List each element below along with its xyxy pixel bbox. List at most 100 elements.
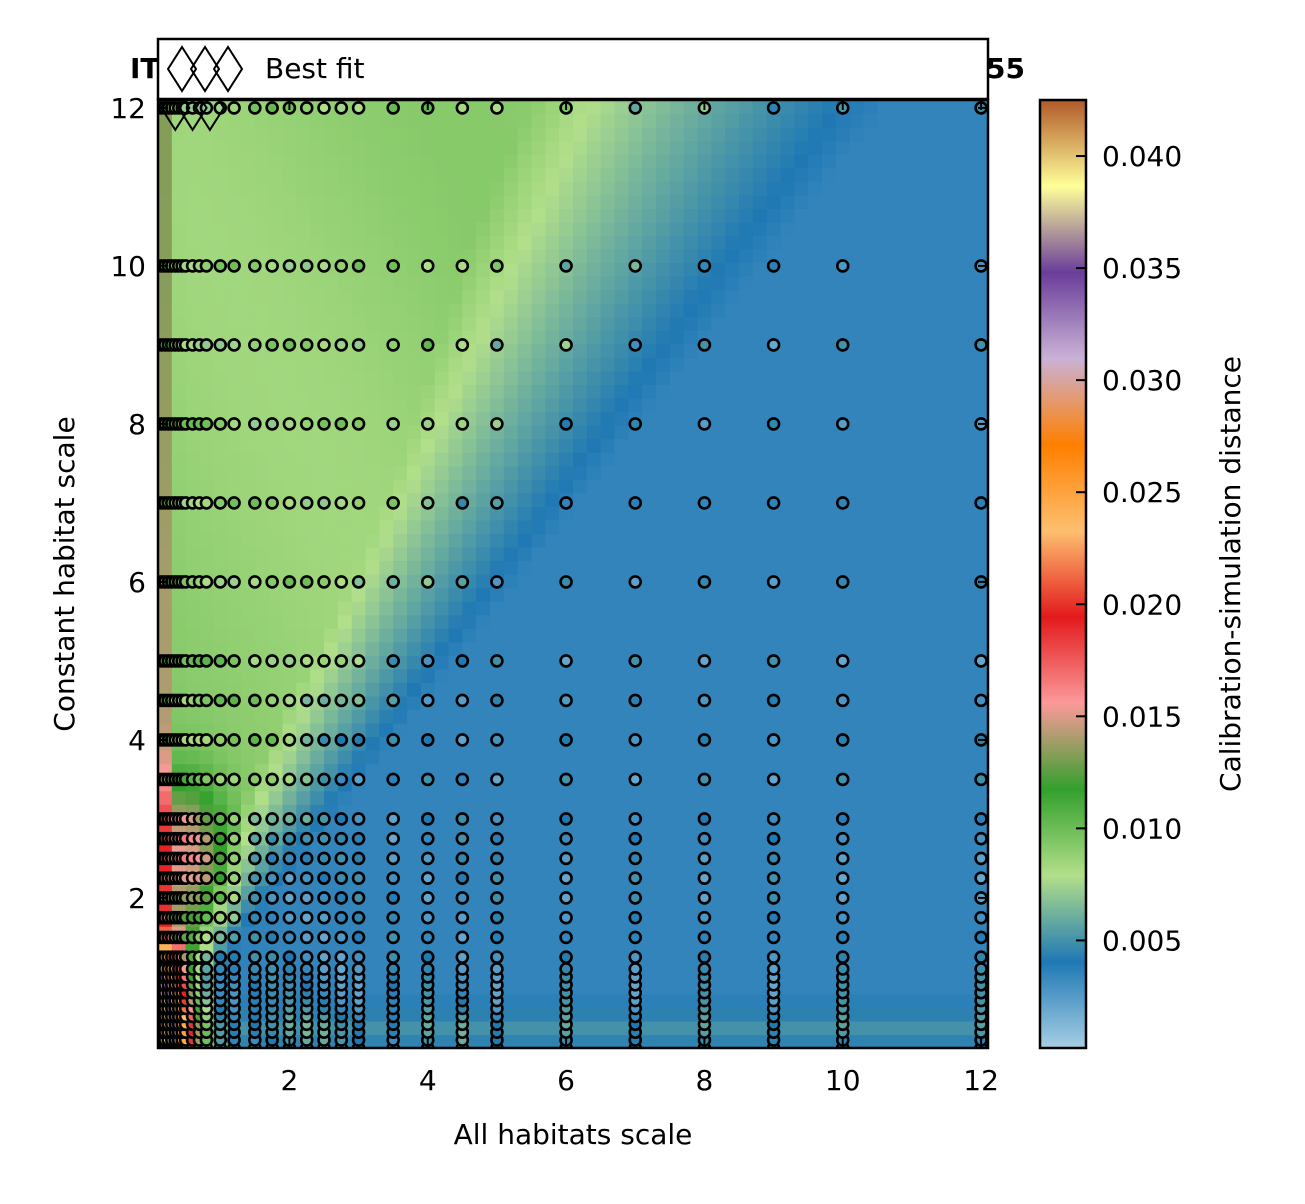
heatmap-cell [158, 154, 173, 169]
heatmap-cell [656, 1020, 671, 1036]
heatmap-cell [213, 208, 228, 223]
heatmap-cell [434, 695, 450, 711]
heatmap-cell [877, 506, 892, 521]
heatmap-cell [863, 397, 878, 413]
heatmap-cell [822, 303, 837, 318]
heatmap-cell [932, 154, 948, 169]
heatmap-cell [337, 546, 353, 562]
sample-point [282, 910, 297, 925]
sample-point [317, 930, 331, 945]
heatmap-cell [863, 844, 878, 859]
heatmap-cell [268, 276, 284, 291]
heatmap-cell [642, 357, 657, 372]
heatmap-cell [780, 560, 795, 575]
heatmap-cell [614, 709, 629, 724]
sample-point [248, 575, 262, 589]
heatmap-cell [434, 858, 450, 873]
heatmap-cell [379, 614, 394, 629]
heatmap-cell [600, 100, 616, 115]
heatmap-cell [158, 235, 173, 250]
heatmap-cell [213, 479, 228, 494]
heatmap-cell [199, 208, 214, 223]
heatmap-cell [503, 587, 519, 602]
heatmap-cell [656, 221, 671, 237]
heatmap-cell [296, 506, 311, 521]
heatmap-cell [503, 479, 519, 494]
heatmap-cell [573, 235, 588, 250]
heatmap-cell [476, 831, 491, 846]
heatmap-cell [932, 804, 948, 819]
sample-point [299, 910, 314, 925]
heatmap-cell [918, 926, 934, 941]
heatmap-cell [739, 100, 754, 115]
heatmap-cell [324, 438, 339, 453]
heatmap-cell [918, 628, 934, 643]
heatmap-cell [476, 655, 491, 670]
sample-point [265, 851, 279, 866]
heatmap-cell [241, 628, 256, 643]
heatmap-cell [946, 899, 961, 914]
heatmap-cell [476, 343, 491, 358]
heatmap-cell [268, 790, 284, 805]
heatmap-cell [932, 871, 948, 887]
heatmap-cell [822, 276, 837, 291]
heatmap-cell [891, 763, 906, 778]
heatmap-cell [794, 370, 809, 385]
sample-point [248, 891, 262, 905]
sample-point [697, 733, 712, 747]
heatmap-cell [365, 221, 380, 237]
heatmap-cell [476, 465, 491, 480]
heatmap-cell [794, 506, 809, 521]
heatmap-cell [656, 438, 671, 453]
heatmap-cell [296, 235, 311, 250]
heatmap-cell [960, 1007, 975, 1022]
heatmap-cell [739, 844, 754, 859]
heatmap-cell [434, 682, 450, 697]
heatmap-cell [628, 357, 643, 372]
heatmap-cell [573, 1007, 588, 1022]
heatmap-cell [669, 1034, 685, 1048]
sample-point [559, 891, 573, 905]
heatmap-cell [794, 722, 809, 738]
heatmap-cell [393, 506, 408, 521]
heatmap-cell [268, 235, 284, 250]
heatmap-cell [490, 397, 505, 413]
heatmap-cell [739, 357, 754, 372]
heatmap-cell [559, 682, 574, 697]
heatmap-cell [559, 668, 574, 683]
heatmap-cell [766, 370, 782, 385]
heatmap-cell [379, 479, 394, 494]
heatmap-cell [794, 682, 809, 697]
heatmap-cell [407, 574, 422, 589]
heatmap-cell [697, 546, 712, 562]
heatmap-cell [213, 357, 228, 372]
heatmap-cell [434, 276, 450, 291]
heatmap-cell [711, 695, 726, 711]
heatmap-cell [393, 194, 408, 209]
heatmap-cell [697, 167, 712, 182]
heatmap-cell [282, 221, 297, 237]
heatmap-cell [337, 370, 353, 385]
heatmap-cell [379, 370, 394, 385]
heatmap-cell [448, 181, 463, 196]
heatmap-cell [725, 411, 740, 426]
heatmap-cell [725, 492, 740, 507]
heatmap-cell [766, 221, 782, 237]
heatmap-cell [586, 763, 602, 778]
heatmap-cell [241, 750, 256, 765]
heatmap-cell [863, 980, 878, 995]
heatmap-cell [517, 384, 533, 399]
heatmap-cell [656, 844, 671, 859]
heatmap-cell [503, 221, 519, 237]
heatmap-cell [877, 1020, 892, 1036]
heatmap-cell [434, 316, 450, 331]
heatmap-cell [642, 411, 657, 426]
sample-point [227, 962, 241, 976]
heatmap-cell [476, 357, 491, 372]
heatmap-cell [642, 899, 657, 914]
heatmap-cell [171, 452, 187, 467]
heatmap-cell [365, 885, 380, 900]
heatmap-cell [656, 479, 671, 494]
heatmap-cell [573, 777, 588, 792]
heatmap-cell [808, 425, 823, 440]
